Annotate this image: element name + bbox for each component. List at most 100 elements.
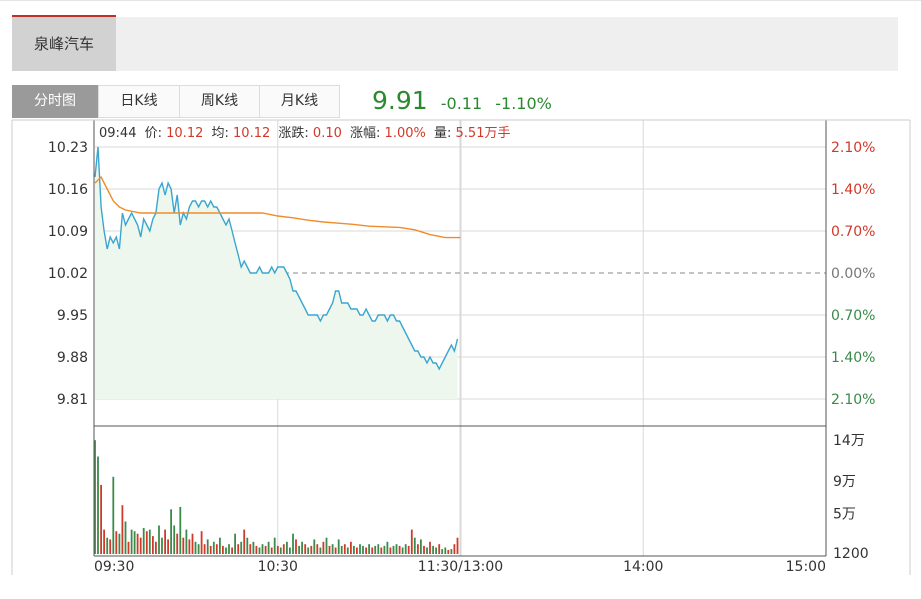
volume-bar (203, 544, 206, 554)
time-tick-label: 14:00 (623, 559, 663, 575)
volume-bar (100, 484, 102, 554)
top-divider (0, 0, 921, 1)
axis-labels: 10.23 10.16 10.09 10.02 9.95 9.88 9.81 2.10% 1.4… (48, 140, 876, 575)
volume-bar (237, 544, 240, 554)
volume-bar (222, 545, 224, 554)
volume-tick-label: 9万 (833, 474, 856, 490)
pct-tick-label: 0.70% (831, 224, 875, 240)
volume-bar (188, 539, 191, 554)
volume-bar (158, 525, 160, 554)
volume-bar (404, 544, 407, 554)
volume-bar (231, 547, 233, 554)
pct-tick-label: 1.40% (831, 350, 875, 366)
volume-bar (136, 533, 139, 554)
volume-bar (267, 541, 270, 554)
volume-bar (124, 521, 127, 554)
volume-bar (368, 544, 370, 554)
info-avg-label: 均: (212, 126, 229, 141)
volume-bar (383, 545, 386, 554)
volume-bar (273, 537, 276, 554)
volume-bar (279, 547, 282, 554)
volume-bar (307, 547, 310, 554)
volume-bar (212, 541, 215, 554)
price-area (95, 147, 458, 399)
price-tick-label: 9.81 (57, 392, 88, 408)
volume-bar (228, 544, 230, 554)
info-change-label: 涨跌: (278, 125, 308, 141)
volume-bar (444, 547, 447, 554)
volume-bar (313, 539, 316, 554)
price-tick-label: 10.23 (48, 140, 88, 156)
price-tick-label: 9.88 (57, 350, 88, 366)
volume-bar (106, 537, 109, 554)
tab-daily-k[interactable]: 日K线 (98, 85, 180, 118)
volume-bar (109, 539, 112, 554)
volume-bar (322, 541, 325, 554)
time-tick-label: 10:30 (258, 559, 298, 575)
pct-tick-label: 2.10% (831, 392, 875, 408)
volume-bar (407, 545, 410, 554)
price-area-fill (95, 147, 458, 399)
price-tick-label: 10.09 (48, 224, 88, 240)
price-line (94, 146, 459, 371)
price-change-pct: -1.10% (495, 94, 552, 113)
volume-bar (249, 544, 252, 554)
quote: 9.91 -0.11 -1.10% (372, 86, 552, 118)
volume-bar (167, 539, 169, 554)
volume-bar (286, 541, 288, 554)
volume-bar (112, 476, 115, 554)
price-tick-label: 10.02 (48, 266, 88, 282)
volume-bar (234, 533, 236, 554)
info-pct-value: 1.00% (385, 126, 426, 141)
tab-intraday[interactable]: 分时图 (12, 85, 98, 118)
volume-bar (365, 547, 367, 554)
volume-bar (420, 539, 422, 554)
volume-bar (423, 545, 425, 554)
volume-bar (350, 541, 352, 554)
volume-bar (374, 545, 377, 554)
volume-bar (389, 547, 392, 554)
tab-monthly-k[interactable]: 月K线 (259, 85, 340, 118)
volume-bar (353, 545, 355, 554)
volume-bar (456, 537, 459, 554)
volume-bar (359, 544, 361, 554)
stock-tab[interactable]: 泉峰汽车 (12, 15, 116, 71)
volume-bar (209, 545, 212, 554)
volume-bar (337, 539, 340, 554)
volume-bar (328, 545, 331, 554)
volume-bar (255, 545, 258, 554)
tab-weekly-k[interactable]: 周K线 (179, 85, 260, 118)
volume-bar (340, 545, 343, 554)
volume-bar (258, 547, 261, 554)
volume-bar (410, 529, 413, 554)
volume-bar (133, 531, 136, 554)
info-line: 09:44 价: 10.12 均: 10.12 涨跌: 0.10 涨幅: 1.0… (99, 125, 510, 141)
series-lines (94, 146, 461, 371)
volume-bar (264, 545, 267, 554)
volume-bar (380, 547, 383, 554)
volume-bar (240, 541, 243, 554)
volume-bar (316, 544, 319, 554)
volume-bar (417, 544, 419, 554)
volume-bar (164, 529, 166, 554)
volume-bar (438, 544, 441, 554)
pct-tick-label: 2.10% (831, 140, 875, 156)
time-tick-label: 09:30 (94, 559, 134, 575)
info-pct-label: 涨幅: (350, 126, 380, 141)
volume-bar (252, 541, 255, 554)
volume-bar (97, 456, 99, 554)
info-avg-value: 10.12 (233, 126, 270, 141)
info-time: 09:44 (99, 126, 136, 141)
volume-bar (200, 531, 203, 554)
volume-bar (118, 533, 121, 554)
volume-bar (155, 541, 157, 554)
volume-bar (429, 541, 431, 554)
volume-bar (139, 537, 142, 554)
volume-bar (319, 547, 322, 554)
info-vol-value: 5.51万手 (456, 126, 511, 141)
price-tick-label: 10.16 (48, 182, 88, 198)
volume-bar (304, 544, 307, 554)
current-price: 9.91 (372, 86, 428, 115)
volume-bar (261, 544, 264, 554)
